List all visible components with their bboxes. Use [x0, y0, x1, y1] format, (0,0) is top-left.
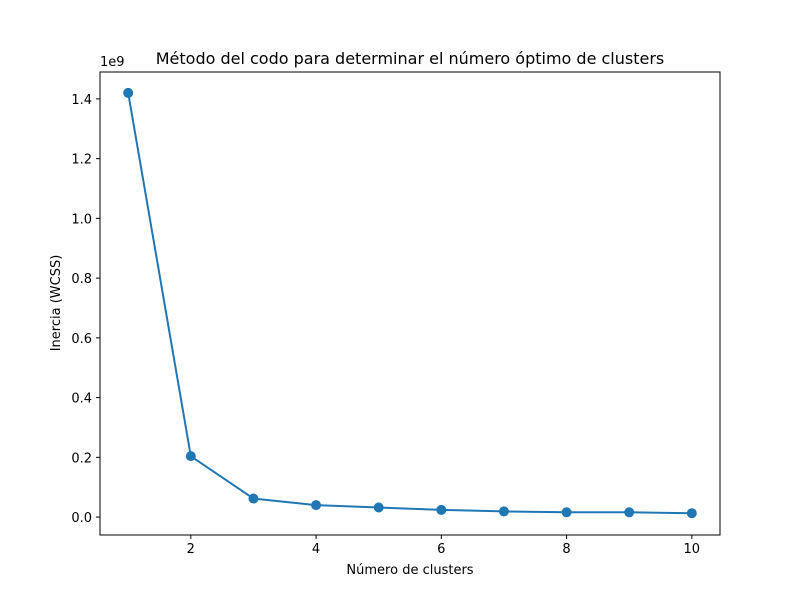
y-tick-label: 0.0 — [71, 511, 92, 526]
data-point — [561, 507, 572, 518]
series-line — [127, 92, 692, 515]
y-tick-label: 1.4 — [71, 93, 92, 108]
y-tick-label: 1.0 — [71, 212, 92, 227]
y-offset-label: 1e9 — [100, 55, 125, 70]
x-tick-label: 8 — [562, 542, 570, 557]
plot-frame — [99, 71, 721, 536]
series-layer — [123, 87, 697, 519]
chart-title: Método del codo para determinar el númer… — [156, 49, 665, 68]
data-point — [123, 87, 134, 98]
x-axis-label: Número de clusters — [346, 563, 473, 578]
y-tick-label: 1.2 — [71, 153, 92, 168]
data-point — [311, 500, 322, 511]
x-tick-label: 10 — [684, 542, 701, 557]
y-tick-label: 0.8 — [71, 272, 92, 287]
data-point — [436, 504, 447, 515]
x-tick-label: 2 — [187, 542, 195, 557]
data-point — [185, 451, 196, 462]
x-tick-label: 4 — [312, 542, 320, 557]
data-point — [624, 507, 635, 518]
data-point — [498, 506, 509, 517]
data-point — [248, 493, 259, 504]
y-axis-ticks: 0.0 0.2 0.4 0.6 0.8 1.0 1.2 1.4 — [71, 93, 100, 526]
x-axis-ticks: 2 4 6 8 10 — [187, 535, 700, 557]
y-tick-label: 0.4 — [71, 392, 92, 407]
data-point — [373, 502, 384, 513]
data-point — [686, 508, 697, 519]
y-tick-label: 0.2 — [71, 451, 92, 466]
x-tick-label: 6 — [437, 542, 445, 557]
y-tick-label: 0.6 — [71, 332, 92, 347]
y-axis-label: Inercia (WCSS) — [49, 255, 64, 352]
